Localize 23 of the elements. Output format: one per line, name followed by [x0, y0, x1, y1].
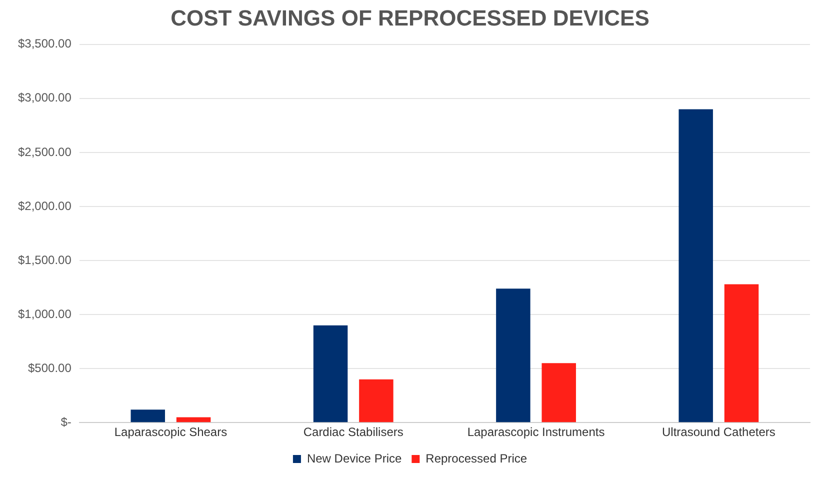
y-tick-label: $2,500.00 — [18, 144, 72, 159]
bar — [542, 363, 576, 422]
y-tick-label: $500.00 — [28, 360, 72, 375]
bar — [678, 109, 713, 422]
bar — [724, 284, 759, 422]
legend-label: New Device Price — [306, 451, 402, 466]
bar — [176, 417, 211, 422]
x-tick-label: Laparascopic Shears — [114, 425, 228, 440]
bar — [359, 379, 394, 422]
bar — [496, 288, 530, 422]
bar — [130, 410, 166, 422]
bar — [313, 325, 348, 422]
legend-label: Reprocessed Price — [426, 451, 528, 466]
x-tick-label: Cardiac Stabilisers — [303, 425, 404, 440]
x-tick-label: Laparascopic Instruments — [467, 425, 605, 440]
y-tick-label: $2,000.00 — [18, 198, 72, 213]
y-tick-label: $- — [60, 414, 72, 429]
y-tick-label: $1,000.00 — [18, 306, 72, 321]
y-tick-label: $3,000.00 — [18, 90, 72, 105]
y-tick-label: $3,500.00 — [18, 36, 72, 51]
y-tick-label: $1,500.00 — [18, 252, 72, 267]
x-tick-label: Ultrasound Catheters — [662, 425, 776, 440]
chart-title: COST SAVINGS OF REPROCESSED DEVICES — [170, 5, 650, 30]
